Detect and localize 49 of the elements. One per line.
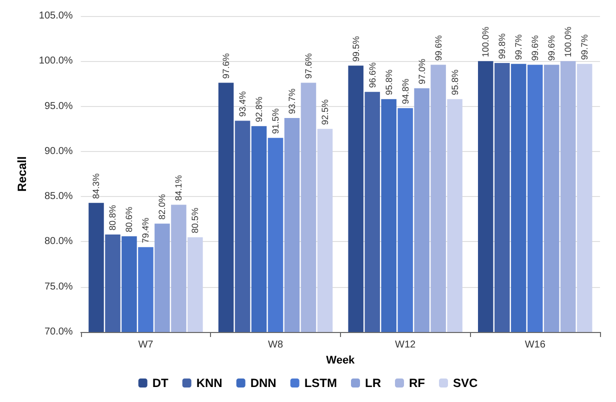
data-label: 100.0% bbox=[480, 26, 491, 58]
data-label: 93.7% bbox=[287, 88, 297, 114]
data-label: 80.6% bbox=[124, 206, 134, 232]
data-label: 91.5% bbox=[270, 108, 281, 134]
y-tick-label: 100.0% bbox=[38, 56, 73, 67]
data-label: 99.7% bbox=[514, 34, 524, 60]
data-label: 97.6% bbox=[221, 53, 232, 79]
data-label: 100.0% bbox=[563, 26, 574, 58]
x-tick-label: W16 bbox=[524, 340, 546, 350]
data-label: 97.6% bbox=[303, 53, 314, 79]
data-label: 95.8% bbox=[450, 70, 460, 96]
legend-label: LR bbox=[364, 376, 382, 390]
x-tick-label: W8 bbox=[268, 340, 284, 350]
legend-label: RF bbox=[408, 376, 425, 390]
y-tick-label: 70.0% bbox=[44, 326, 73, 338]
legend-label: DT bbox=[152, 376, 170, 390]
data-label: 99.5% bbox=[350, 36, 361, 62]
data-label: 96.6% bbox=[367, 62, 378, 88]
data-label: 80.5% bbox=[190, 208, 200, 234]
data-label: 99.6% bbox=[530, 35, 540, 61]
data-label: 93.4% bbox=[238, 91, 248, 117]
y-tick-label: 105.0% bbox=[38, 10, 73, 22]
x-tick-label: W12 bbox=[395, 340, 416, 350]
x-axis-title: Week bbox=[326, 354, 356, 366]
data-label: 84.3% bbox=[91, 173, 102, 199]
legend-label: SVC bbox=[452, 376, 478, 390]
data-label: 94.8% bbox=[400, 78, 410, 104]
y-tick-label: 80.0% bbox=[44, 236, 73, 248]
legend-label: DNN bbox=[250, 376, 276, 390]
data-label: 97.0% bbox=[416, 58, 427, 84]
data-label: 95.8% bbox=[384, 70, 394, 96]
data-label: 99.8% bbox=[497, 33, 508, 59]
data-label: 99.6% bbox=[433, 35, 444, 61]
y-tick-label: 75.0% bbox=[44, 281, 73, 292]
data-label: 99.6% bbox=[546, 35, 557, 61]
y-tick-label: 85.0% bbox=[44, 191, 73, 202]
legend-label: LSTM bbox=[304, 376, 338, 390]
data-label: 82.0% bbox=[157, 194, 168, 220]
data-label: 92.5% bbox=[320, 99, 330, 125]
x-tick-label: W7 bbox=[138, 340, 154, 350]
data-label: 84.1% bbox=[174, 175, 184, 201]
y-tick-label: 90.0% bbox=[44, 146, 73, 157]
y-tick-label: 95.0% bbox=[44, 100, 73, 112]
data-label: 92.8% bbox=[254, 96, 264, 122]
data-label: 79.4% bbox=[140, 218, 151, 244]
data-label: 99.7% bbox=[580, 34, 590, 60]
legend-label: KNN bbox=[196, 376, 222, 390]
y-axis-title: Recall bbox=[15, 156, 29, 192]
data-label: 80.8% bbox=[108, 204, 118, 230]
